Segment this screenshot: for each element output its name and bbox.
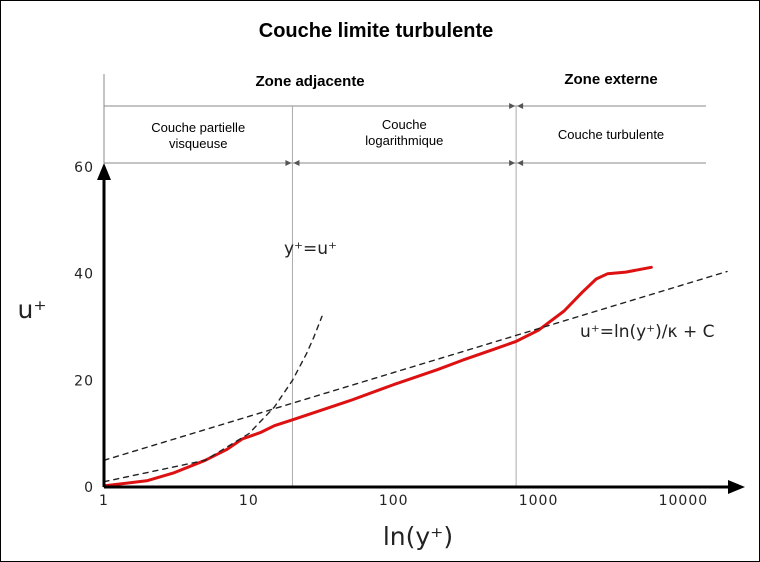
series-group: [102, 265, 728, 488]
axes: [97, 163, 745, 494]
subzone-arrow-icon-1: [293, 160, 300, 166]
subzone-label-0-line-0: Couche partielle: [151, 120, 245, 135]
x-axis-arrow-icon: [728, 480, 745, 494]
x-tick-label-3: 1000: [519, 493, 559, 509]
y-tick-label-2: 40: [74, 267, 94, 283]
zone-bands: Zone adjacente Zone externe Couche partiel…: [103, 71, 706, 166]
chart-title: Couche limite turbulente: [259, 20, 493, 42]
subzone-label-2-line-0: Couche turbulente: [558, 127, 664, 142]
annotation-log-law: u⁺=ln(y⁺)/κ + C: [580, 322, 714, 342]
series-line-2: [103, 270, 728, 461]
subzone-label-0-line-1: visqueuse: [169, 136, 228, 151]
series-line-1: [103, 315, 323, 483]
subzone-arrow-icon-2: [517, 160, 524, 166]
zone-label-0: Zone adjacente: [255, 73, 364, 90]
y-axis-label: u⁺: [17, 295, 46, 324]
x-tick-label-1: 10: [239, 493, 259, 509]
subzone-label-1-line-0: Couche: [382, 117, 427, 132]
subzone-arrow-end-icon-0: [285, 160, 292, 166]
zone-boundaries: [291, 106, 517, 487]
x-axis-label: ln(y⁺): [383, 522, 453, 551]
y-axis-arrow-icon: [97, 163, 111, 180]
series-line-0: [102, 265, 653, 488]
x-tick-label-0: 1: [99, 493, 109, 509]
zone-arrow-end-icon-0: [509, 103, 516, 109]
zone-label-1: Zone externe: [564, 71, 657, 88]
zone-arrow-icon-1: [517, 103, 524, 109]
y-tick-label-0: 0: [84, 480, 94, 496]
subzone-label-1-line-1: logarithmique: [365, 133, 443, 148]
x-tick-label-2: 100: [379, 493, 409, 509]
subzone-arrow-end-icon-1: [509, 160, 516, 166]
tick-labels: 1 10 100 1000 10000 0 20 40 60: [74, 160, 709, 509]
x-tick-label-4: 10000: [659, 493, 709, 509]
y-tick-label-3: 60: [74, 160, 94, 176]
y-tick-label-1: 20: [74, 373, 94, 389]
annotation-viscous-law: y⁺=u⁺: [284, 239, 337, 259]
